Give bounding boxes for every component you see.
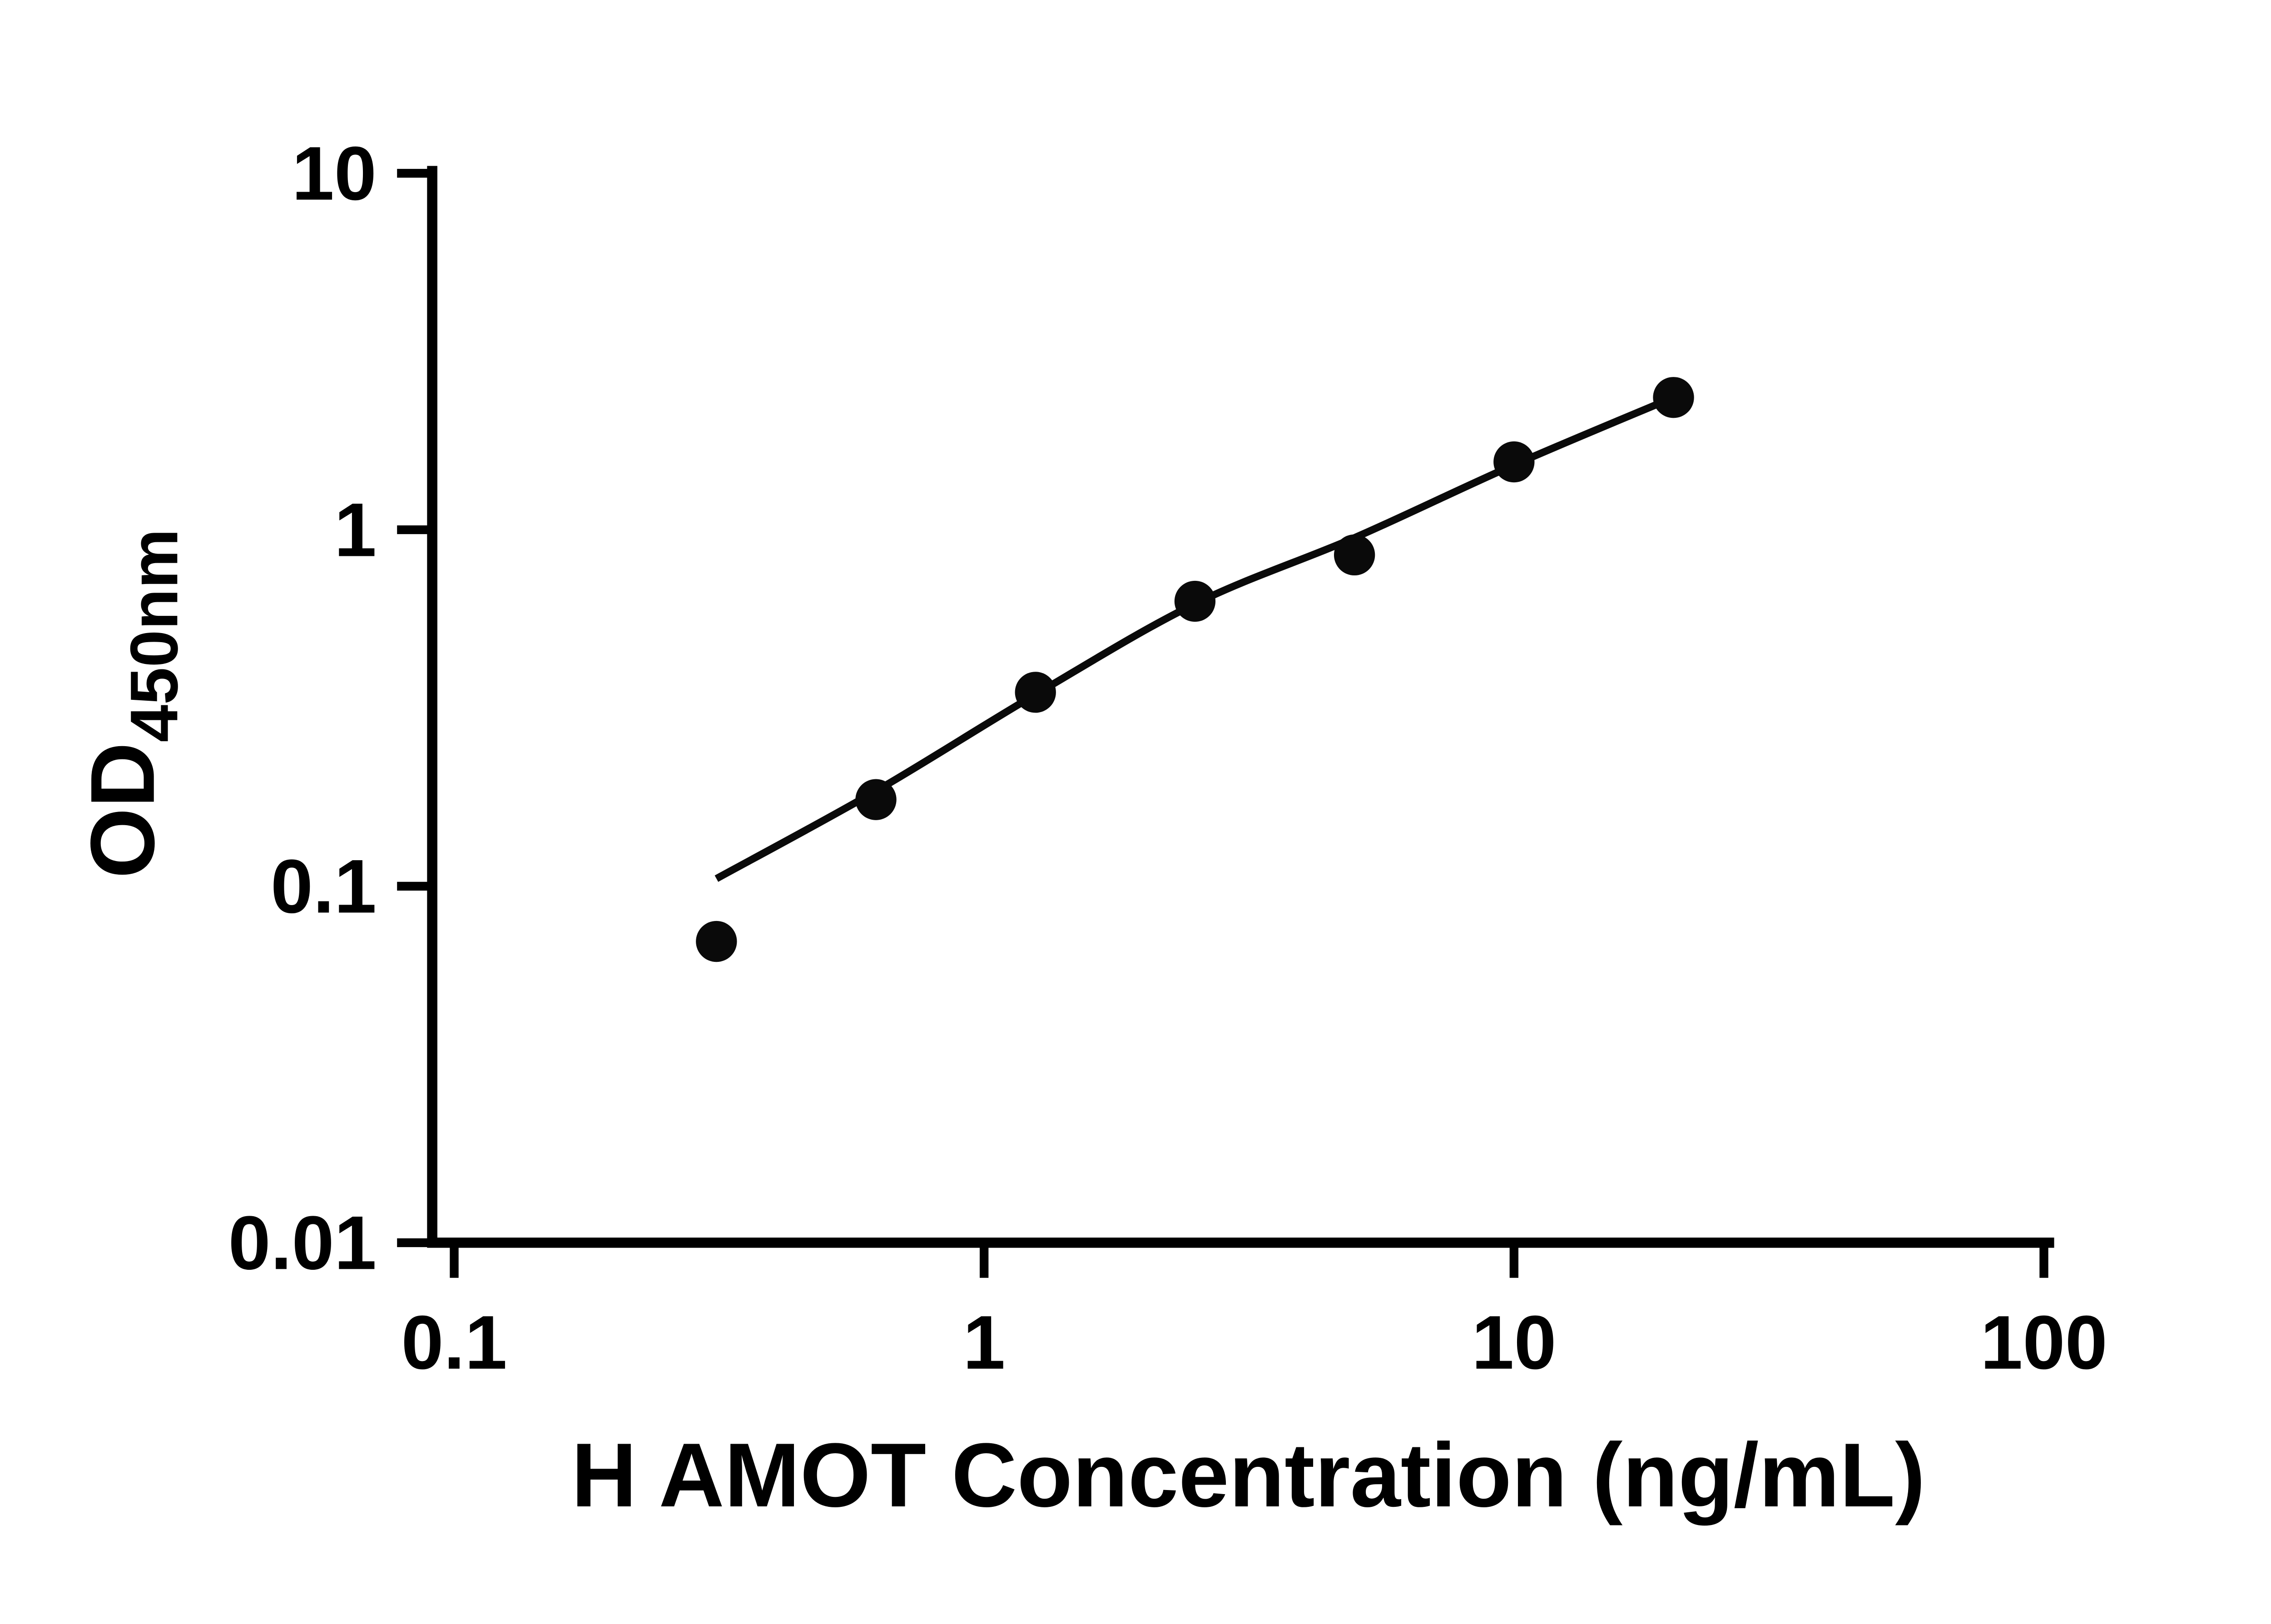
plot-area: 0.1 1 10 100 0.01 0.1 1 10 <box>228 131 2107 1385</box>
data-point <box>696 921 737 962</box>
x-tick-label: 1 <box>963 1300 1005 1385</box>
data-point <box>1334 534 1375 576</box>
x-tick-label: 0.1 <box>401 1300 507 1385</box>
data-point <box>1493 441 1535 483</box>
y-tick-label: 10 <box>292 131 377 216</box>
y-tick-label: 0.01 <box>228 1200 377 1285</box>
y-tick-label: 0.1 <box>271 844 377 929</box>
y-tick-label: 1 <box>334 487 377 573</box>
data-point <box>855 779 897 820</box>
x-tick-label: 100 <box>1980 1300 2107 1385</box>
data-point <box>1653 377 1694 418</box>
x-tick-label: 10 <box>1472 1300 1557 1385</box>
chart-background <box>0 26 2271 1598</box>
y-axis-title-main: OD <box>72 742 174 878</box>
data-point <box>1174 580 1216 622</box>
y-axis-title: OD450nm <box>72 529 192 878</box>
x-axis-title: H AMOT Concentration (ng/mL) <box>571 1425 1925 1526</box>
y-axis-title-subscript: 450nm <box>117 529 192 742</box>
data-point <box>1015 672 1056 713</box>
